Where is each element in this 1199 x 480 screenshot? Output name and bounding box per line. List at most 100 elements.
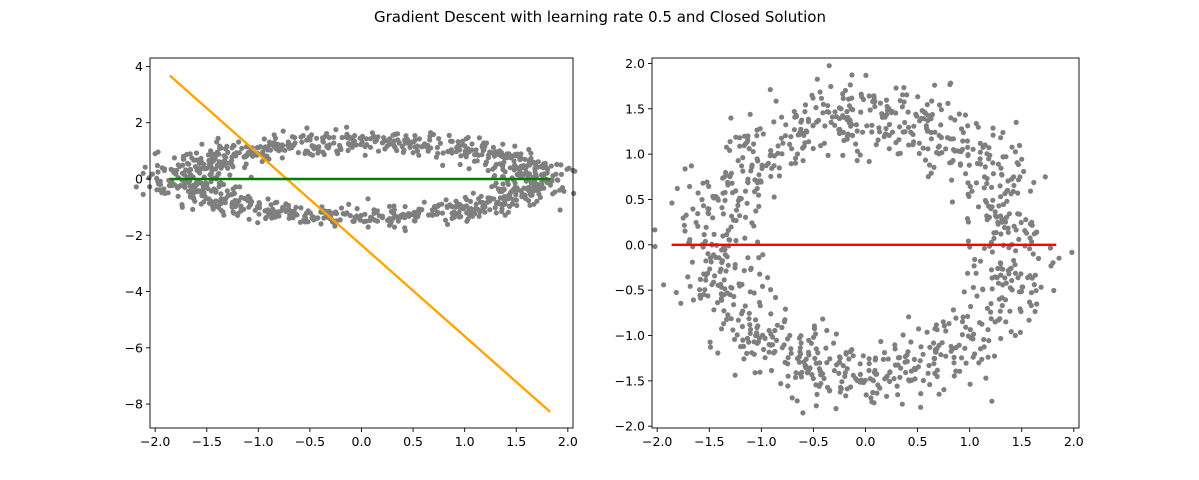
x-tick-label: −1.5 bbox=[192, 434, 222, 449]
scatter-point bbox=[1000, 201, 1007, 208]
scatter-point bbox=[747, 322, 753, 328]
scatter-point bbox=[721, 277, 727, 283]
scatter-point bbox=[550, 191, 556, 197]
scatter-point bbox=[412, 218, 418, 224]
scatter-point bbox=[895, 362, 901, 368]
scatter-point bbox=[938, 122, 944, 128]
scatter-point bbox=[224, 188, 230, 194]
scatter-point bbox=[782, 306, 789, 312]
scatter-point bbox=[705, 293, 711, 299]
scatter-point bbox=[218, 180, 224, 186]
scatter-point bbox=[1009, 144, 1015, 150]
scatter-point bbox=[744, 335, 751, 341]
scatter-point bbox=[1023, 230, 1030, 236]
scatter-point bbox=[291, 208, 297, 214]
scatter-point bbox=[533, 181, 539, 187]
scatter-point bbox=[863, 72, 869, 78]
scatter-point bbox=[973, 180, 980, 186]
scatter-point bbox=[489, 184, 495, 190]
scatter-point bbox=[500, 141, 506, 147]
scatter-point bbox=[897, 374, 903, 380]
scatter-point bbox=[893, 85, 899, 91]
scatter-point bbox=[902, 354, 908, 360]
scatter-point bbox=[785, 361, 791, 367]
scatter-point bbox=[813, 403, 819, 409]
scatter-point bbox=[983, 375, 989, 381]
scatter-point bbox=[482, 162, 488, 168]
scatter-point bbox=[995, 221, 1001, 227]
scatter-point bbox=[512, 143, 518, 149]
scatter-point bbox=[929, 111, 936, 118]
y-tick-label: 0.5 bbox=[625, 192, 645, 207]
scatter-point bbox=[774, 322, 781, 328]
scatter-point bbox=[810, 334, 817, 340]
x-tick-label: −2.0 bbox=[140, 434, 170, 449]
scatter-point bbox=[726, 237, 732, 243]
scatter-point bbox=[981, 336, 987, 343]
scatter-point bbox=[1029, 219, 1035, 225]
scatter-point bbox=[836, 370, 842, 376]
x-tick-label: −0.5 bbox=[798, 434, 828, 449]
scatter-point bbox=[759, 165, 765, 172]
scatter-points bbox=[133, 124, 578, 234]
scatter-point bbox=[906, 377, 912, 383]
scatter-point bbox=[175, 193, 181, 199]
scatter-point bbox=[557, 207, 563, 213]
x-tick-label: −1.5 bbox=[694, 434, 724, 449]
scatter-point bbox=[300, 218, 306, 224]
scatter-point bbox=[936, 391, 942, 397]
scatter-point bbox=[757, 271, 763, 277]
scatter-point bbox=[722, 286, 728, 292]
scatter-point bbox=[337, 217, 343, 223]
scatter-point bbox=[518, 151, 524, 157]
scatter-point bbox=[997, 183, 1003, 189]
scatter-point bbox=[706, 183, 712, 189]
scatter-point bbox=[925, 174, 931, 180]
scatter-point bbox=[1004, 198, 1010, 204]
scatter-point bbox=[727, 292, 733, 298]
scatter-point bbox=[934, 345, 940, 352]
scatter-point bbox=[256, 200, 262, 206]
scatter-point bbox=[687, 183, 693, 190]
scatter-point bbox=[965, 191, 971, 197]
scatter-point bbox=[886, 146, 892, 152]
scatter-point bbox=[989, 286, 995, 292]
scatter-point bbox=[513, 153, 519, 159]
scatter-point bbox=[828, 119, 834, 125]
scatter-point bbox=[766, 349, 772, 355]
scatter-point bbox=[231, 190, 237, 196]
scatter-point bbox=[845, 114, 851, 121]
scatter-point bbox=[889, 129, 896, 135]
scatter-point bbox=[739, 323, 746, 330]
scatter-point bbox=[948, 80, 954, 86]
scatter-point bbox=[832, 122, 838, 128]
scatter-point bbox=[899, 104, 906, 110]
scatter-point bbox=[864, 123, 870, 129]
scatter-point bbox=[280, 128, 286, 134]
scatter-point bbox=[860, 353, 866, 359]
scatter-point bbox=[307, 151, 313, 157]
scatter-point bbox=[849, 95, 855, 101]
scatter-point bbox=[456, 143, 463, 149]
scatter-point bbox=[1013, 119, 1019, 125]
scatter-point bbox=[959, 319, 966, 325]
scatter-point bbox=[315, 215, 321, 221]
scatter-point bbox=[721, 292, 727, 298]
scatter-point bbox=[321, 151, 327, 158]
scatter-point bbox=[924, 329, 930, 335]
scatter-point bbox=[742, 303, 748, 309]
scatter-point bbox=[469, 141, 475, 147]
scatter-point bbox=[1042, 174, 1048, 180]
scatter-point bbox=[448, 138, 454, 144]
scatter-point bbox=[1012, 270, 1019, 276]
scatter-point bbox=[966, 162, 972, 168]
scatter-point bbox=[508, 155, 514, 161]
scatter-point bbox=[877, 129, 883, 135]
scatter-point bbox=[352, 214, 358, 220]
scatter-point bbox=[218, 191, 224, 197]
scatter-point bbox=[235, 212, 241, 218]
scatter-point bbox=[434, 144, 440, 151]
scatter-point bbox=[175, 162, 181, 168]
scatter-point bbox=[512, 180, 518, 186]
left-subplot: −2.0 −1.5 −1.0 −0.5 0.0 0.5 1.0 1.5 2.0 4 2 0 −2 −4 −6… bbox=[125, 57, 578, 449]
